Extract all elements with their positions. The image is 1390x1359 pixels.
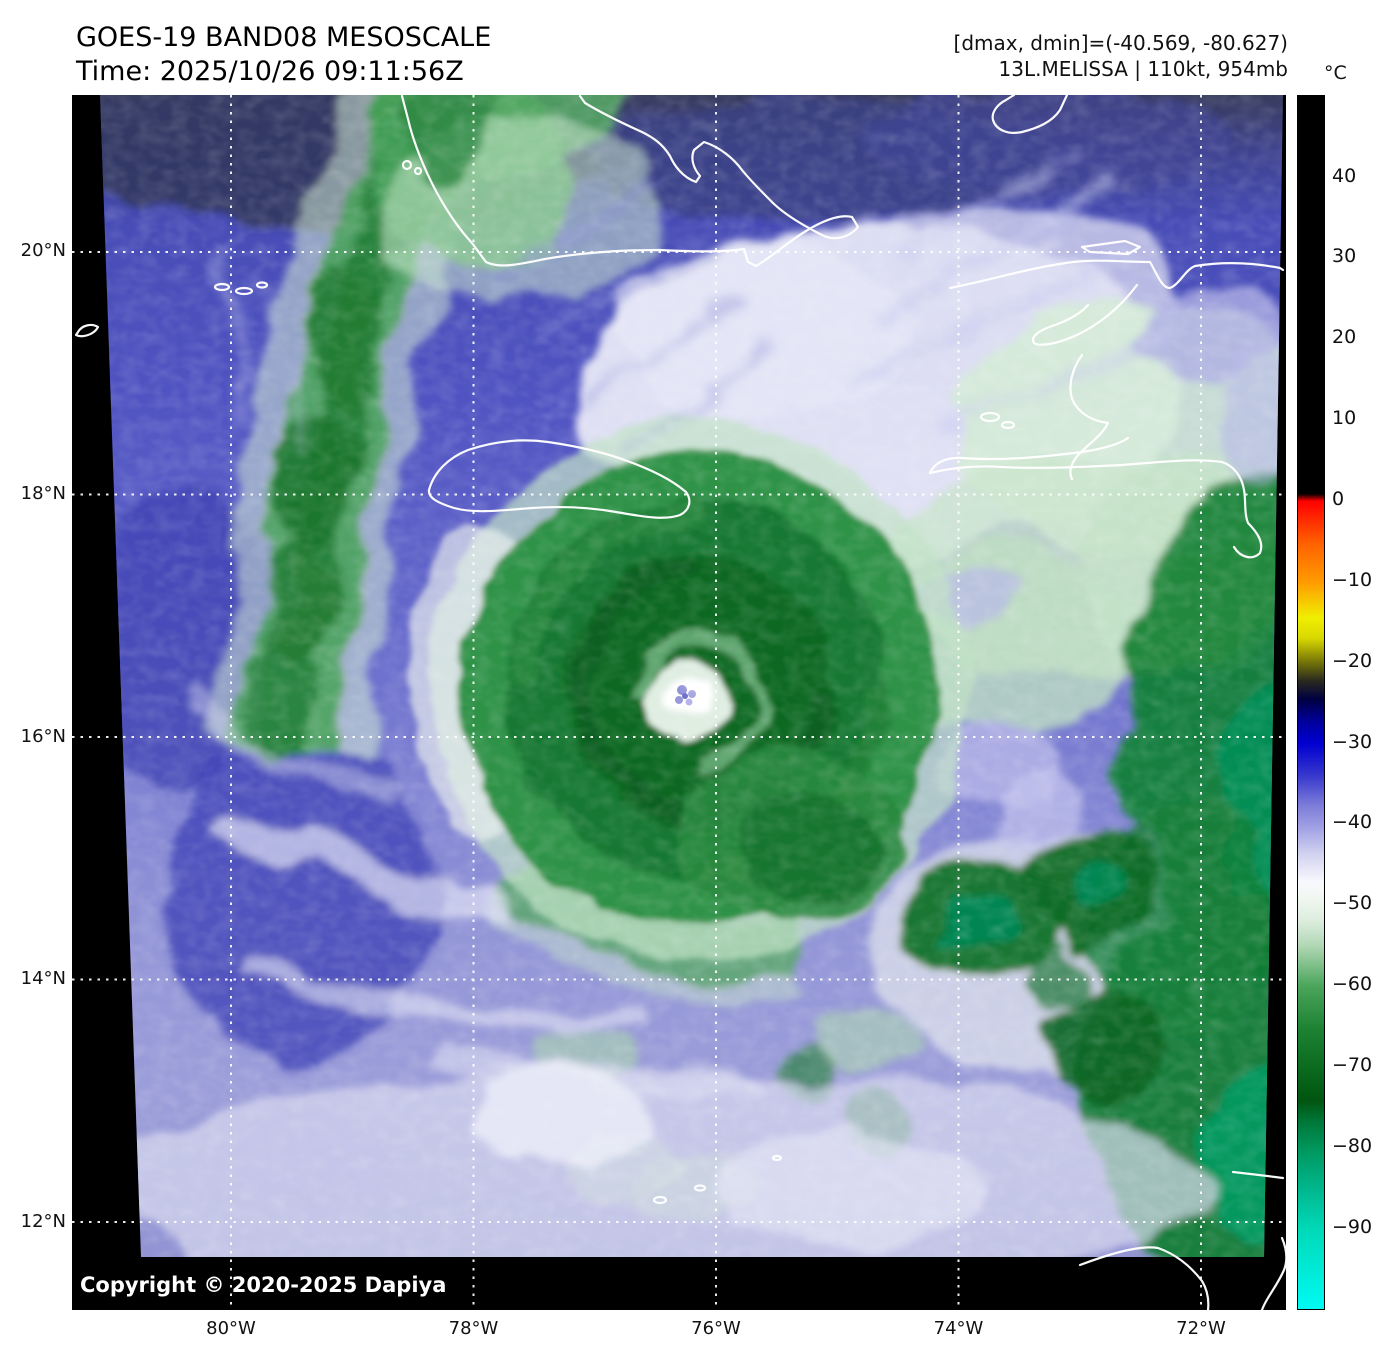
colorbar-tick-label: −70	[1332, 1054, 1373, 1077]
colorbar-tick-label: 40	[1332, 164, 1357, 187]
lon-tick-label: 76°W	[691, 1318, 741, 1339]
coastline-tortue-island	[1080, 239, 1142, 256]
gonave-islet	[1000, 420, 1016, 430]
dmax-dmin-readout: [dmax, dmin]=(-40.569, -80.627)	[953, 31, 1288, 55]
cay-1	[213, 282, 231, 292]
colorbar-tick-label: −90	[1332, 1215, 1373, 1238]
colorbar-tick-label: −20	[1332, 649, 1373, 672]
cay-2	[234, 286, 254, 296]
satellite-data-region	[100, 95, 1283, 1257]
coastlines	[74, 93, 1288, 1312]
colorbar-tick-label: −80	[1332, 1134, 1373, 1157]
storm-readout: 13L.MELISSA | 110kt, 954mb	[998, 57, 1288, 81]
islet-south-3	[771, 1154, 783, 1162]
cay-3	[255, 281, 269, 289]
colorbar-tick-label: −60	[1332, 973, 1373, 996]
island-west-margin	[74, 323, 100, 338]
lon-tick-label: 74°W	[933, 1318, 984, 1339]
coastline-south-america-1	[1078, 1246, 1210, 1312]
copyright-text: Copyright © 2020-2025 Dapiya	[80, 1273, 447, 1297]
lat-tick-label: 12°N	[20, 1211, 66, 1232]
colorbar	[1297, 95, 1325, 1310]
coastline-tiburon-south	[928, 459, 1263, 559]
colorbar-unit-label: °C	[1324, 62, 1347, 84]
coastline-jamaica	[427, 439, 691, 519]
cay-4	[401, 159, 413, 171]
lon-tick-label: 72°W	[1176, 1318, 1226, 1339]
map-plot	[72, 93, 1288, 1312]
islet-south-1	[652, 1195, 668, 1205]
colorbar-tick-label: −10	[1332, 568, 1373, 591]
coastline-haiti-northwest	[1031, 283, 1139, 346]
coastline-south-america-3	[1260, 1236, 1288, 1312]
noise-texture	[100, 95, 1283, 1257]
colorbar-tick-label: 10	[1332, 407, 1357, 430]
coastline-gonave-gulf	[1069, 353, 1110, 481]
lon-tick-label: 80°W	[206, 1318, 256, 1339]
colorbar-tick-label: 0	[1332, 488, 1345, 510]
lat-tick-label: 14°N	[20, 968, 66, 990]
gonave-island	[979, 411, 1001, 423]
colorbar-tick-label: −40	[1332, 811, 1373, 834]
timestamp: Time: 2025/10/26 09:11:56Z	[76, 56, 464, 87]
lat-tick-label: 16°N	[20, 725, 66, 747]
coastline-great-inagua	[991, 93, 1069, 134]
colorbar-tick-label: 20	[1332, 326, 1357, 349]
coastline-hispaniola-north	[948, 259, 1285, 290]
graticule	[72, 95, 1286, 1310]
colorbar-tick-label: 30	[1332, 245, 1357, 268]
colorbar-tick-label: −50	[1332, 892, 1373, 915]
lat-tick-label: 20°N	[20, 240, 66, 261]
islet-south-2	[693, 1184, 707, 1192]
coastline-south-america-2	[1231, 1170, 1285, 1180]
header-info: [dmax, dmin]=(-40.569, -80.627) 13L.MELI…	[688, 30, 1288, 82]
lat-tick-label: 18°N	[20, 482, 66, 504]
cay-5	[413, 166, 423, 176]
satellite-image	[72, 93, 1288, 1312]
colorbar-tick-label: −30	[1332, 730, 1373, 753]
coastline-tiburon-north	[928, 436, 1130, 475]
lon-tick-label: 78°W	[448, 1318, 499, 1339]
page-title: GOES-19 BAND08 MESOSCALE	[76, 22, 492, 53]
coastline-cuba	[400, 94, 860, 268]
